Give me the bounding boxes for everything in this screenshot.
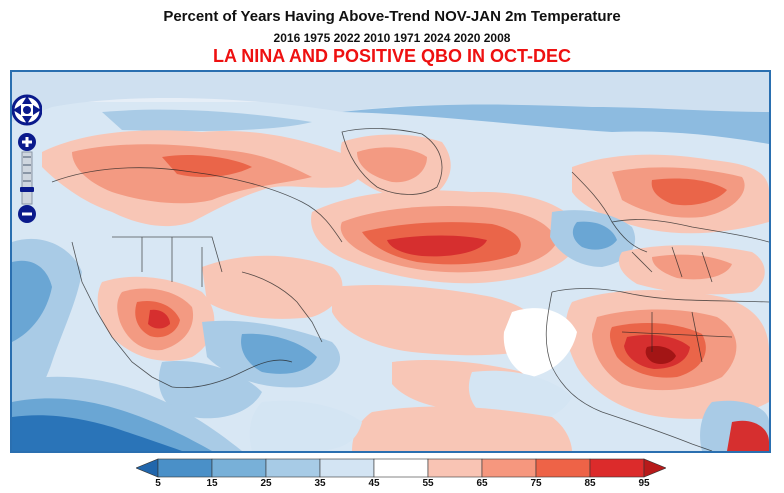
colorbar-segment [265,458,321,478]
colorbar-labels: 5 15 25 35 45 55 65 75 85 95 [136,478,666,492]
colorbar-segment [535,458,591,478]
colorbar-label: 55 [422,478,434,489]
colorbar-segment [157,458,213,478]
pan-arrows-icon[interactable] [12,94,42,126]
colorbar-max-arrow [643,458,666,478]
map-panel[interactable] [10,70,771,453]
analog-years: 2016 1975 2022 2010 1971 2024 2020 2008 [273,31,511,45]
zoom-in-icon[interactable] [18,133,36,151]
colorbar-label: 65 [476,478,488,489]
temperature-map[interactable] [12,72,769,451]
colorbar-segment [589,458,645,478]
colorbar-label: 5 [155,478,161,489]
map-navigation-control[interactable] [12,92,42,242]
colorbar-label: 75 [530,478,542,489]
colorbar-label: 35 [314,478,326,489]
colorbar-segment [211,458,267,478]
colorbar-segment [319,458,375,478]
colorbar-segment [481,458,537,478]
colorbar-segment [373,458,429,478]
colorbar-label: 45 [368,478,380,489]
colorbar-label: 15 [206,478,218,489]
colorbar-label: 85 [584,478,596,489]
colorbar-segment [427,458,483,478]
map-subtitle: LA NINA AND POSITIVE QBO IN OCT-DEC [212,46,571,66]
zoom-slider[interactable] [20,151,34,205]
zoom-out-icon[interactable] [18,205,36,223]
map-title: Percent of Years Having Above-Trend NOV-… [163,8,621,25]
colorbar-min-arrow [136,458,159,478]
colorbar-label: 25 [260,478,272,489]
colorbar-label: 95 [638,478,650,489]
colorbar [136,458,666,478]
